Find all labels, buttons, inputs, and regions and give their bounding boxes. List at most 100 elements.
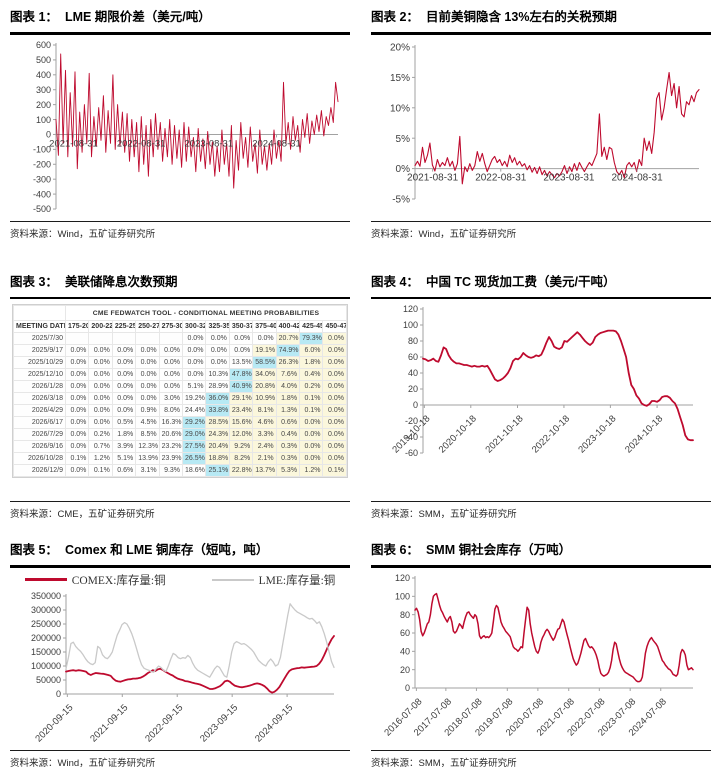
figure-5-body: COMEX:库存量:铜 LME:库存量:铜 350000 300000 250000… — [10, 568, 350, 750]
svg-text:-200: -200 — [33, 159, 51, 169]
probability-cell: 23.2% — [158, 440, 184, 453]
rate-bin-header: 300-325 — [182, 320, 207, 333]
probability-cell: 0.0% — [182, 368, 207, 381]
probability-cell: 0.0% — [64, 416, 90, 429]
meeting-date-cell: 2025/7/30 — [13, 332, 66, 345]
figure-2-body: 20% 15% 10% 5% 0% -5% 2021-08-31 2022-08-31 2023… — [371, 35, 711, 221]
figure-grid: 图表 1： LME 期限价差（美元/吨） 600 500 400 300 200 100 0-… — [10, 6, 711, 774]
rate-bin-header: 400-425 — [275, 320, 301, 333]
probability-cell: 5.1% — [182, 380, 207, 393]
probability-cell: 0.0% — [88, 404, 113, 417]
figure-6-body: 120 100 80 60 40 20 0 2016-07-08 2017-07-08 2018-… — [371, 568, 711, 750]
probability-cell: 0.1% — [299, 404, 324, 417]
probability-cell: 47.8% — [228, 368, 254, 381]
probability-cell: 0.0% — [111, 380, 137, 393]
svg-text:500: 500 — [36, 55, 51, 65]
probability-cell: 13.7% — [252, 464, 277, 477]
probability-cell: 0.0% — [158, 368, 184, 381]
probability-cell: 40.9% — [228, 380, 254, 393]
svg-text:80: 80 — [408, 336, 418, 346]
meeting-date-cell: 2025/10/29 — [13, 356, 66, 369]
svg-text:60: 60 — [408, 352, 418, 362]
probability-cell: 8.0% — [158, 404, 184, 417]
figure-6-title-text: SMM 铜社会库存（万吨） — [425, 543, 572, 557]
probability-cell: 0.0% — [158, 344, 184, 357]
probability-cell: 0.0% — [182, 344, 207, 357]
table-row: 2025/10/29 0.0% 0.0% 0.0% 0.0% 0.0% 0.0% 0.0% 13… — [13, 356, 347, 369]
probability-cell: 8.1% — [252, 404, 277, 417]
svg-text:5%: 5% — [396, 133, 411, 144]
figure-3-title-text: 美联储降息次数预期 — [64, 274, 178, 289]
probability-cell: 6.0% — [299, 344, 324, 357]
table-row: 2026/4/29 0.0% 0.0% 0.0% 0.9% 8.0% 24.4% 33.8% 2… — [13, 404, 347, 417]
svg-text:250000: 250000 — [31, 619, 61, 629]
figure-4: 图表 4： 中国 TC 现货加工费（美元/干吨） 120 100 80 60 40 20 0 -… — [371, 271, 711, 526]
probability-cell: 22.8% — [228, 464, 254, 477]
meeting-date-cell: 2026/12/9 — [13, 464, 66, 477]
probability-cell: 0.0% — [299, 440, 324, 453]
probability-cell: 18.8% — [205, 452, 230, 465]
probability-cell: 0.0% — [111, 368, 137, 381]
meeting-date-cell: 2025/9/17 — [13, 344, 66, 357]
table-row: 2026/10/28 0.1% 1.2% 5.1% 13.9% 23.9% 26.5% 18.… — [13, 452, 347, 465]
probability-cell: 0.0% — [64, 356, 90, 369]
probability-cell: 0.0% — [64, 392, 90, 405]
svg-text:40: 40 — [408, 368, 418, 378]
svg-text:-5%: -5% — [392, 194, 410, 205]
probability-cell: 0.0% — [88, 368, 113, 381]
rate-bin-header: 375-400 — [252, 320, 277, 333]
svg-text:2022-08-31: 2022-08-31 — [475, 172, 527, 183]
svg-text:2023-09-15: 2023-09-15 — [198, 702, 240, 744]
probability-cell — [158, 332, 184, 345]
source-rule — [10, 749, 350, 751]
probability-cell: 0.0% — [64, 428, 90, 441]
svg-text:-40: -40 — [405, 432, 418, 442]
figure-5-title: 图表 5： Comex 和 LME 铜库存（短吨，吨） — [10, 539, 350, 565]
probability-cell: 20.6% — [158, 428, 184, 441]
svg-text:50000: 50000 — [36, 675, 61, 685]
comex-lme-inventory-chart: 350000 300000 250000 200000 150000 100000 5000… — [31, 591, 335, 744]
probability-cell: 1.2% — [299, 464, 324, 477]
probability-cell: 0.0% — [205, 356, 230, 369]
probability-cell: 0.0% — [135, 356, 160, 369]
probability-cell: 0.0% — [88, 356, 113, 369]
probability-cell: 0.7% — [88, 440, 113, 453]
probability-cell: 24.4% — [182, 404, 207, 417]
figure-3-title: 图表 3： 美联储降息次数预期 — [10, 271, 350, 297]
probability-cell: 15.6% — [228, 416, 254, 429]
probability-cell: 1.8% — [111, 428, 137, 441]
probability-cell: 36.0% — [205, 392, 230, 405]
svg-text:60: 60 — [400, 628, 410, 638]
meeting-date-header: MEETING DATE — [13, 320, 66, 333]
svg-text:20: 20 — [408, 384, 418, 394]
figure-1-title: 图表 1： LME 期限价差（美元/吨） — [10, 6, 350, 32]
figure-5-source: 资料来源：Wind，五矿证券研究所 — [10, 751, 350, 774]
probability-cell: 0.9% — [135, 404, 160, 417]
probability-cell: 0.0% — [322, 428, 347, 441]
title-rule — [10, 32, 350, 35]
rate-bin-header: 425-450 — [299, 320, 324, 333]
probability-cell: 0.2% — [88, 428, 113, 441]
probability-cell: 0.0% — [228, 344, 254, 357]
table-row: 2025/12/10 0.0% 0.0% 0.0% 0.0% 0.0% 0.0% 10.3% 4… — [13, 368, 347, 381]
probability-cell: 3.3% — [252, 428, 277, 441]
probability-cell: 0.0% — [322, 344, 347, 357]
probability-cell: 2.4% — [252, 440, 277, 453]
probability-cell: 0.0% — [322, 380, 347, 393]
figure-3-source: 资料来源：CME，五矿证券研究所 — [10, 502, 350, 525]
probability-cell: 29.0% — [182, 428, 207, 441]
probability-cell: 28.9% — [205, 380, 230, 393]
probability-cell: 0.3% — [275, 452, 301, 465]
probability-cell: 0.0% — [88, 344, 113, 357]
probability-cell: 0.0% — [135, 368, 160, 381]
svg-text:100: 100 — [403, 320, 418, 330]
probability-cell: 0.0% — [252, 332, 277, 345]
svg-text:20%: 20% — [390, 42, 410, 53]
rate-bin-header: 325-350 — [205, 320, 230, 333]
svg-text:2021-09-15: 2021-09-15 — [88, 702, 130, 744]
fedwatch-table: CME FEDWATCH TOOL - CONDITIONAL MEETING … — [13, 305, 347, 477]
source-rule — [371, 220, 711, 222]
table-row: 2026/12/9 0.0% 0.1% 0.6% 3.1% 9.3% 18.6% 25.1% 2… — [13, 464, 347, 477]
probability-cell: 16.3% — [158, 416, 184, 429]
